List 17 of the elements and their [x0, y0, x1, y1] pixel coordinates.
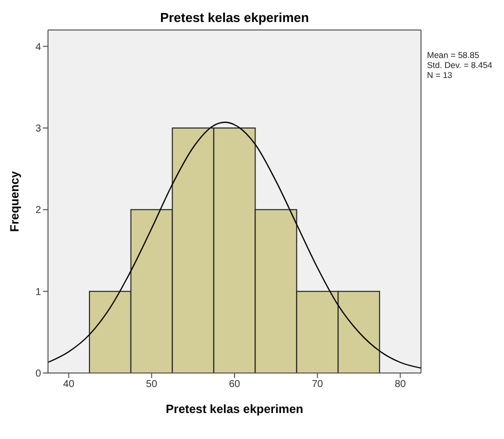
x-tick-label: 40	[63, 379, 75, 390]
x-tick-label: 70	[312, 379, 324, 390]
y-tick-label: 1	[35, 286, 42, 298]
x-tick-label: 60	[228, 379, 240, 390]
y-tick-label: 4	[35, 42, 42, 53]
x-tick-label: 50	[146, 379, 158, 390]
text: Mean = 58.85	[427, 50, 480, 60]
x-axis-title: Pretest kelas ekperimen	[166, 402, 304, 416]
y-tick-label: 0	[35, 368, 42, 380]
text: N = 13	[427, 70, 454, 80]
line-series	[48, 122, 421, 369]
y-tick-label: 2	[35, 205, 42, 216]
text: Std. Dev. = 8.454	[427, 60, 492, 70]
x-tick-label: 80	[394, 379, 406, 390]
chart-title: Pretest kelas ekperimen	[159, 10, 310, 25]
y-axis-title: Frequency	[7, 170, 22, 232]
y-tick-label: 3	[35, 124, 42, 135]
